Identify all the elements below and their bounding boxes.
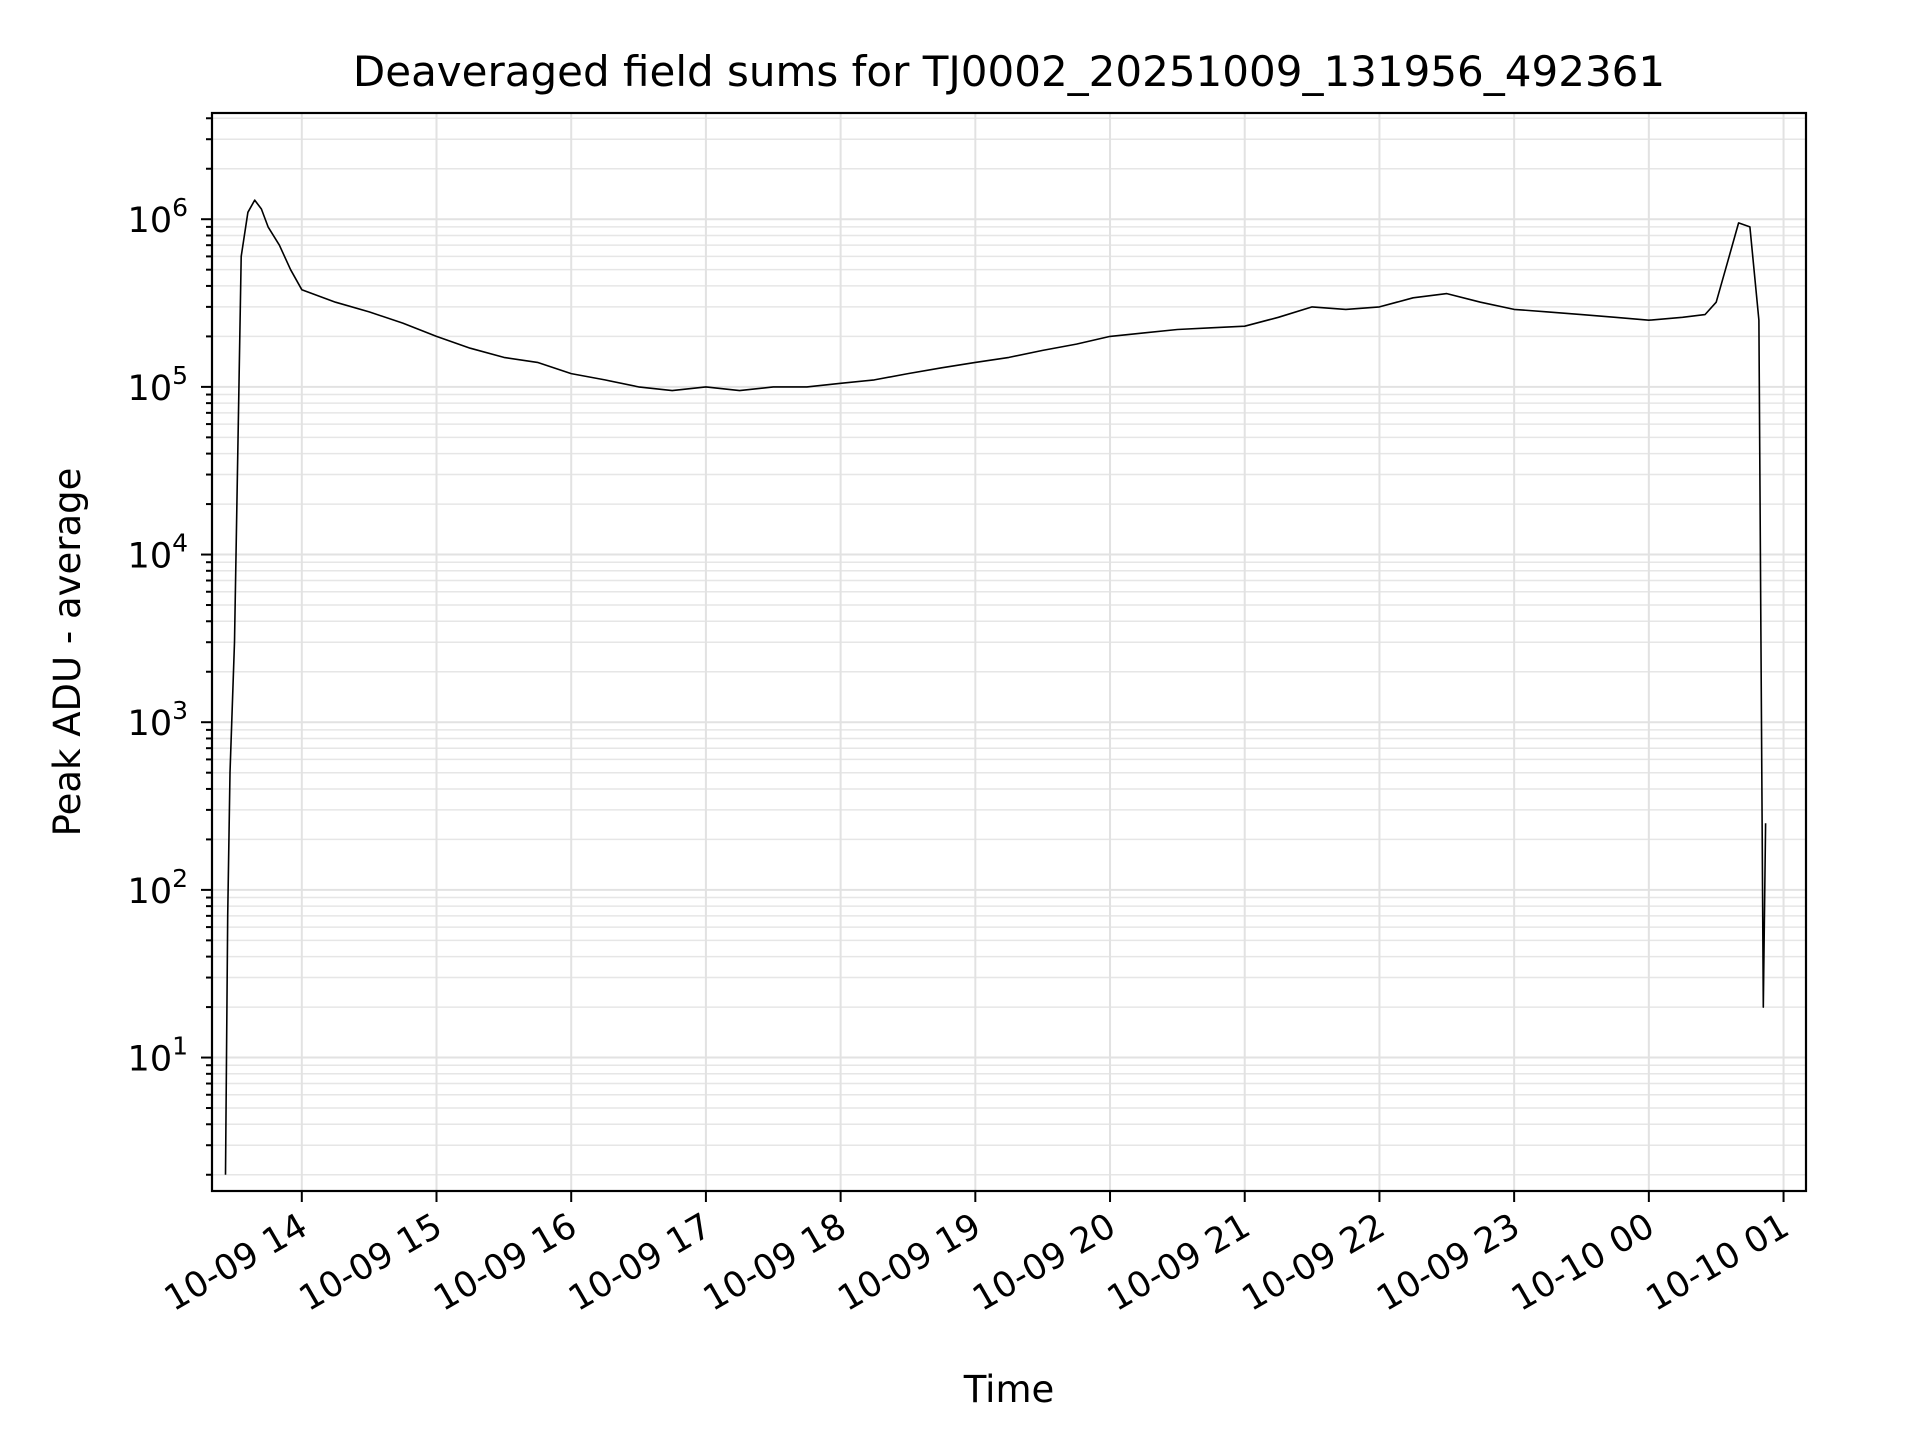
series-layer	[224, 199, 1767, 1175]
series-line	[224, 199, 1767, 1175]
y-tick-label: 101	[128, 1032, 188, 1080]
y-axis-label: Peak ADU - average	[46, 468, 89, 837]
y-tick-labels: 101 102 103 104 105 106	[128, 193, 188, 1079]
ticks	[201, 117, 1785, 1202]
plot-area	[212, 113, 1806, 1191]
y-tick-label: 105	[128, 361, 188, 409]
y-tick-label: 104	[128, 529, 188, 577]
grid	[212, 113, 1806, 1191]
y-tick-label: 106	[128, 193, 188, 241]
chart-title: Deaveraged field sums for TJ0002_2025100…	[353, 47, 1665, 96]
y-tick-label: 102	[128, 864, 188, 912]
y-tick-label: 103	[128, 696, 188, 744]
x-axis-label: Time	[963, 1368, 1055, 1411]
plot-frame	[210, 111, 1808, 1193]
